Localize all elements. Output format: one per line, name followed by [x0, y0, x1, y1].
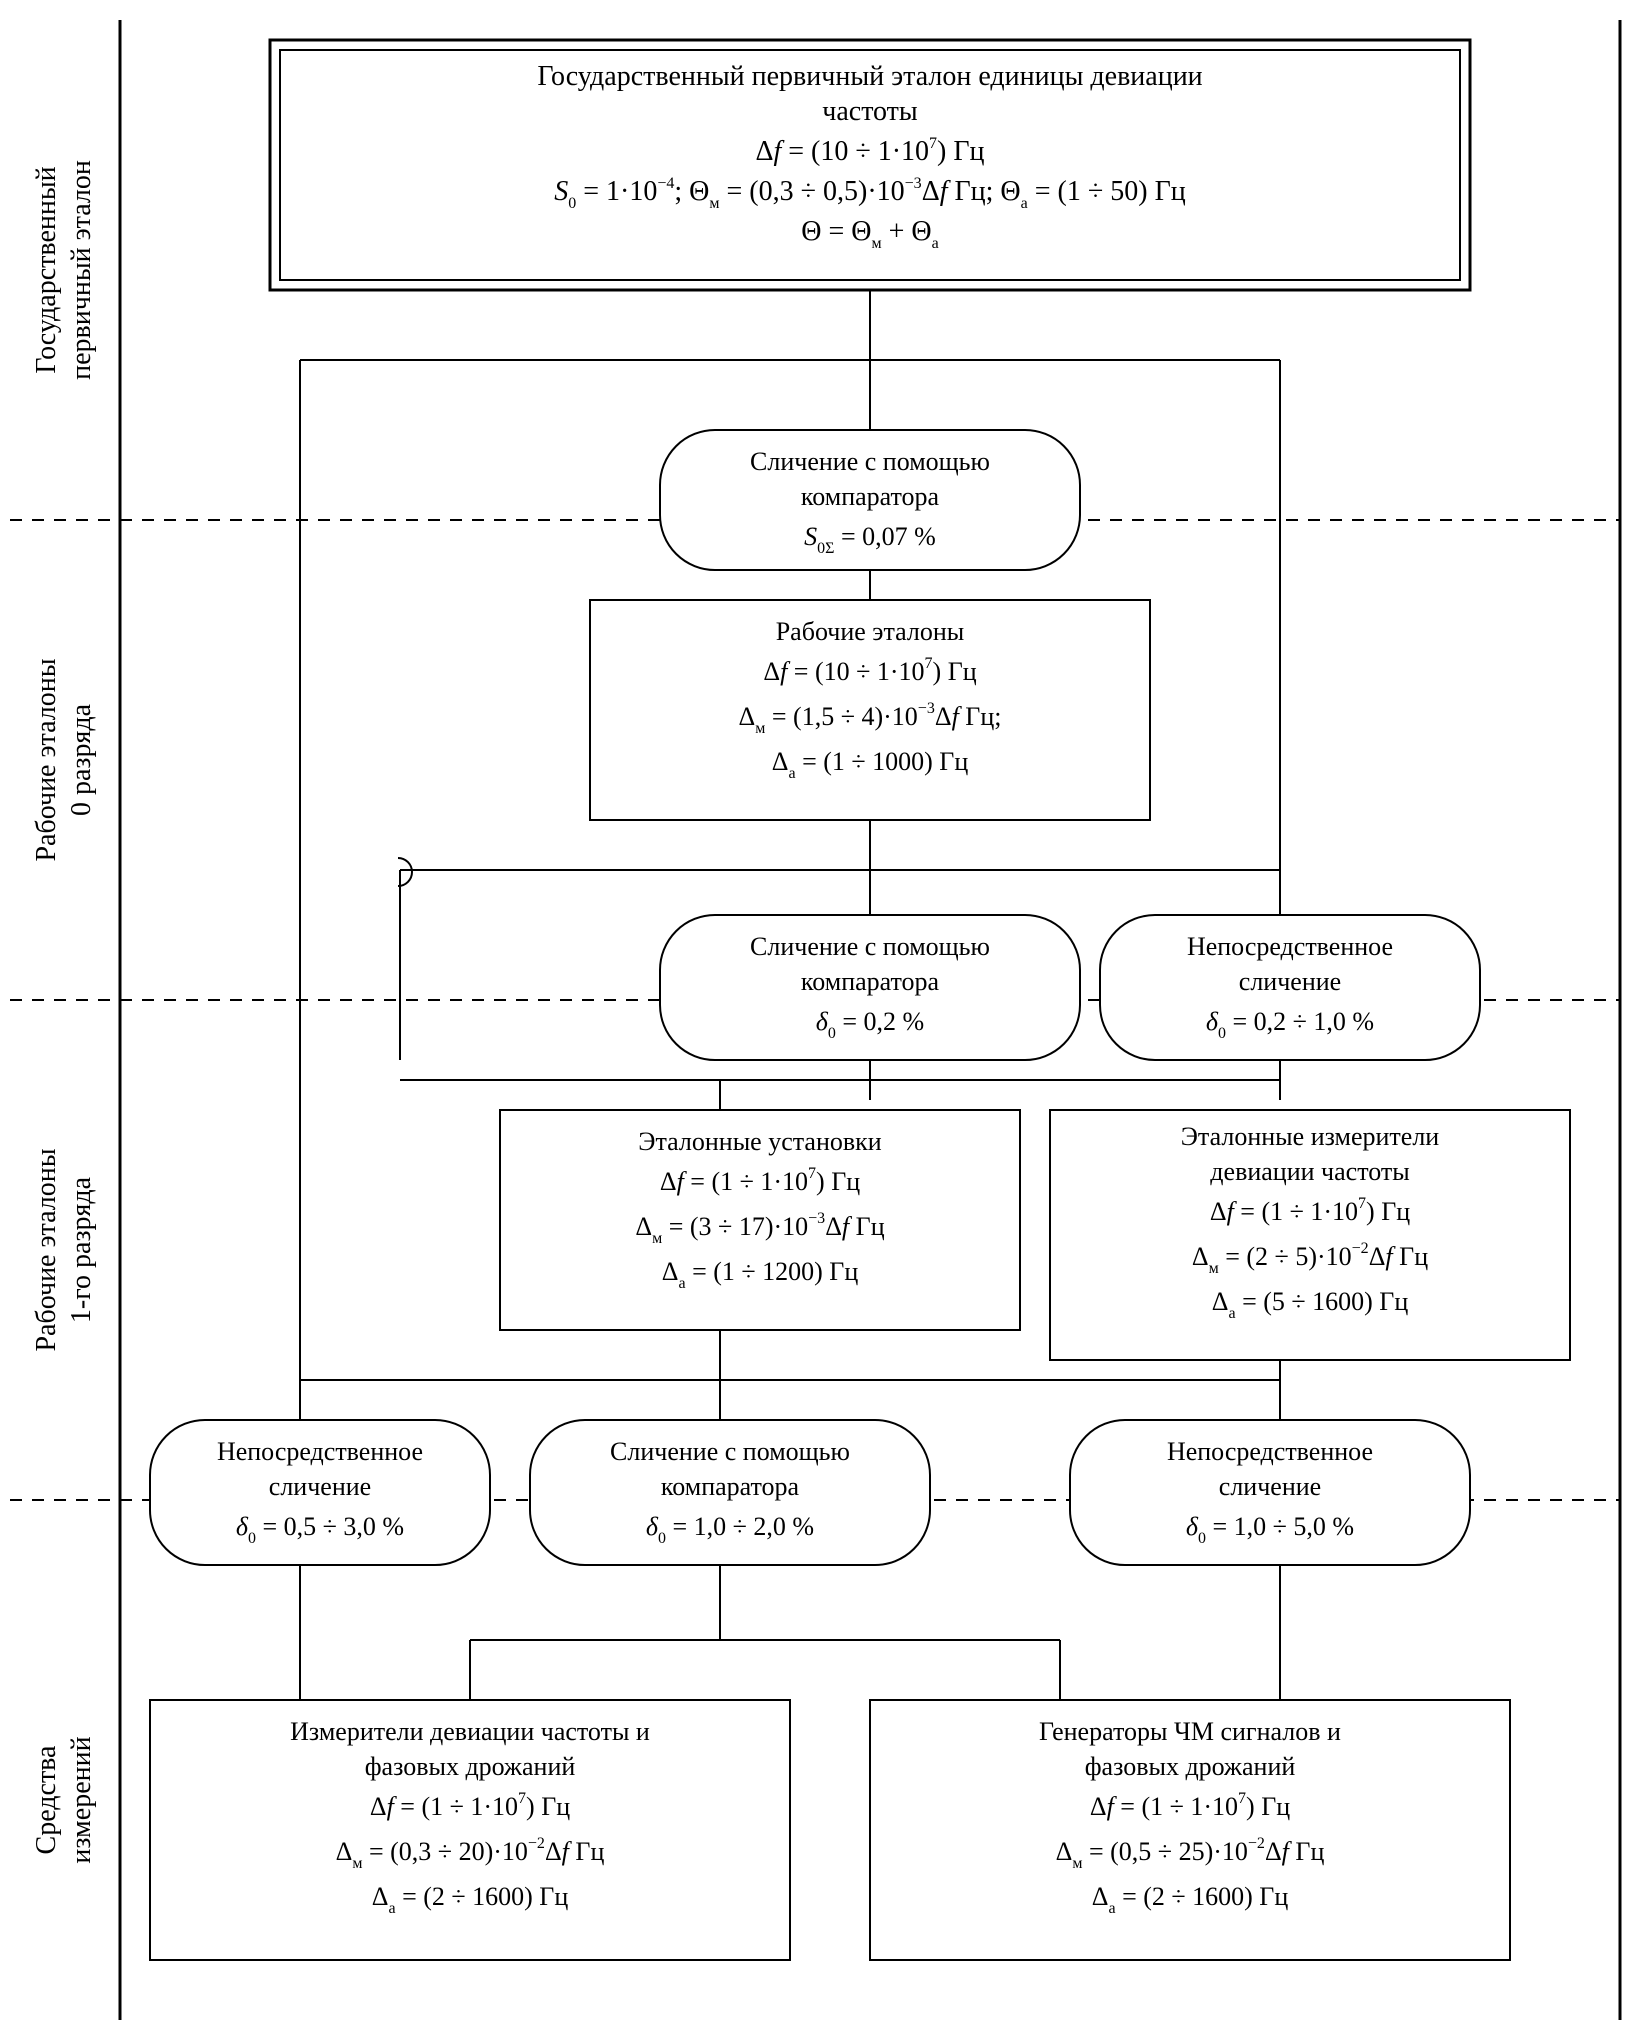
svg-text:компаратора: компаратора [661, 1472, 800, 1501]
svg-text:компаратора: компаратора [801, 482, 940, 511]
comparator-2-box: Сличение с помощью компаратора δ0 = 0,2 … [660, 915, 1080, 1060]
edge-cmp3-split [470, 1640, 1060, 1700]
svg-text:Средства: Средства [31, 1745, 62, 1854]
direct-compare-2-box: Непосредственное сличение δ0 = 0,5 ÷ 3,0… [150, 1420, 490, 1565]
svg-text:Эталонные установки: Эталонные установки [638, 1127, 882, 1156]
svg-text:Δf = (1 ÷ 1·107) Гц: Δf = (1 ÷ 1·107) Гц [660, 1165, 860, 1196]
side-label-1: Государственный первичный эталон [31, 160, 97, 380]
comparator-1-box: Сличение с помощью компаратора S0Σ = 0,0… [660, 430, 1080, 570]
svg-text:Сличение с помощью: Сличение с помощью [610, 1437, 850, 1466]
comparator-3-box: Сличение с помощью компаратора δ0 = 1,0 … [530, 1420, 930, 1565]
fm-generators-box: Генераторы ЧМ сигналов и фазовых дрожани… [870, 1700, 1510, 1960]
svg-text:1-го разряда: 1-го разряда [66, 1176, 97, 1323]
svg-text:Генераторы ЧМ сигналов и: Генераторы ЧМ сигналов и [1039, 1717, 1341, 1746]
svg-text:Непосредственное: Непосредственное [1167, 1437, 1373, 1466]
svg-text:измерений: измерений [66, 1736, 97, 1863]
side-label-2: Рабочие эталоны 0 разряда [31, 658, 97, 861]
svg-text:сличение: сличение [269, 1472, 371, 1501]
svg-text:Сличение с помощью: Сличение с помощью [750, 932, 990, 961]
reference-meters-box: Эталонные измерители девиации частоты Δf… [1050, 1110, 1570, 1360]
svg-text:фазовых дрожаний: фазовых дрожаний [365, 1752, 576, 1781]
measuring-deviation-box: Измерители девиации частоты и фазовых др… [150, 1700, 790, 1960]
svg-text:Непосредственное: Непосредственное [1187, 932, 1393, 961]
svg-text:девиации частоты: девиации частоты [1210, 1157, 1409, 1186]
svg-text:Δf = (1 ÷ 1·107) Гц: Δf = (1 ÷ 1·107) Гц [1090, 1790, 1290, 1821]
svg-text:первичный эталон: первичный эталон [66, 160, 97, 380]
svg-text:0 разряда: 0 разряда [66, 703, 97, 816]
svg-text:Δf = (1 ÷ 1·107) Гц: Δf = (1 ÷ 1·107) Гц [1210, 1195, 1410, 1226]
reference-setup-box: Эталонные установки Δf = (1 ÷ 1·107) Гц … [500, 1110, 1020, 1330]
svg-text:Рабочие эталоны: Рабочие эталоны [776, 617, 965, 646]
svg-text:Сличение с помощью: Сличение с помощью [750, 447, 990, 476]
svg-text:частоты: частоты [822, 96, 918, 127]
working-standards-0-box: Рабочие эталоны Δf = (10 ÷ 1·107) Гц Δм … [590, 600, 1150, 820]
svg-text:компаратора: компаратора [801, 967, 940, 996]
svg-text:Δf = (10 ÷ 1·107) Гц: Δf = (10 ÷ 1·107) Гц [755, 135, 984, 167]
svg-text:Государственный: Государственный [31, 166, 62, 373]
svg-text:фазовых дрожаний: фазовых дрожаний [1085, 1752, 1296, 1781]
svg-text:Δf = (10 ÷ 1·107) Гц: Δf = (10 ÷ 1·107) Гц [763, 655, 976, 686]
primary-standard-box: Государственный первичный эталон единицы… [270, 40, 1470, 290]
svg-text:сличение: сличение [1219, 1472, 1321, 1501]
svg-text:Рабочие эталоны: Рабочие эталоны [31, 1148, 62, 1351]
svg-text:сличение: сличение [1239, 967, 1341, 996]
svg-text:Рабочие эталоны: Рабочие эталоны [31, 658, 62, 861]
side-label-3: Рабочие эталоны 1-го разряда [31, 1148, 97, 1351]
svg-text:Государственный первичный этал: Государственный первичный эталон единицы… [537, 61, 1202, 92]
svg-text:Δf = (1 ÷ 1·107) Гц: Δf = (1 ÷ 1·107) Гц [370, 1790, 570, 1821]
svg-text:Θ = Θм + Θа: Θ = Θм + Θа [801, 216, 938, 252]
direct-compare-1-box: Непосредственное сличение δ0 = 0,2 ÷ 1,0… [1100, 915, 1480, 1060]
direct-compare-3-box: Непосредственное сличение δ0 = 1,0 ÷ 5,0… [1070, 1420, 1470, 1565]
svg-text:Измерители девиации частоты и: Измерители девиации частоты и [290, 1717, 650, 1746]
svg-text:S0 = 1·10−4; Θм = (0,3 ÷ 0,5): S0 = 1·10−4; Θм = (0,3 ÷ 0,5)·10−3Δf Гц;… [554, 175, 1186, 212]
svg-text:Непосредственное: Непосредственное [217, 1437, 423, 1466]
svg-text:Эталонные измерители: Эталонные измерители [1181, 1122, 1440, 1151]
side-label-4: Средства измерений [31, 1736, 97, 1863]
